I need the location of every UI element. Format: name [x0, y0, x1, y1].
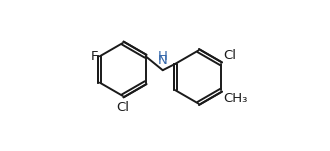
Text: F: F: [90, 50, 98, 63]
Text: Cl: Cl: [116, 101, 129, 114]
Text: H: H: [158, 50, 168, 63]
Text: CH₃: CH₃: [223, 92, 248, 105]
Text: Cl: Cl: [223, 49, 236, 62]
Text: N: N: [158, 54, 168, 67]
